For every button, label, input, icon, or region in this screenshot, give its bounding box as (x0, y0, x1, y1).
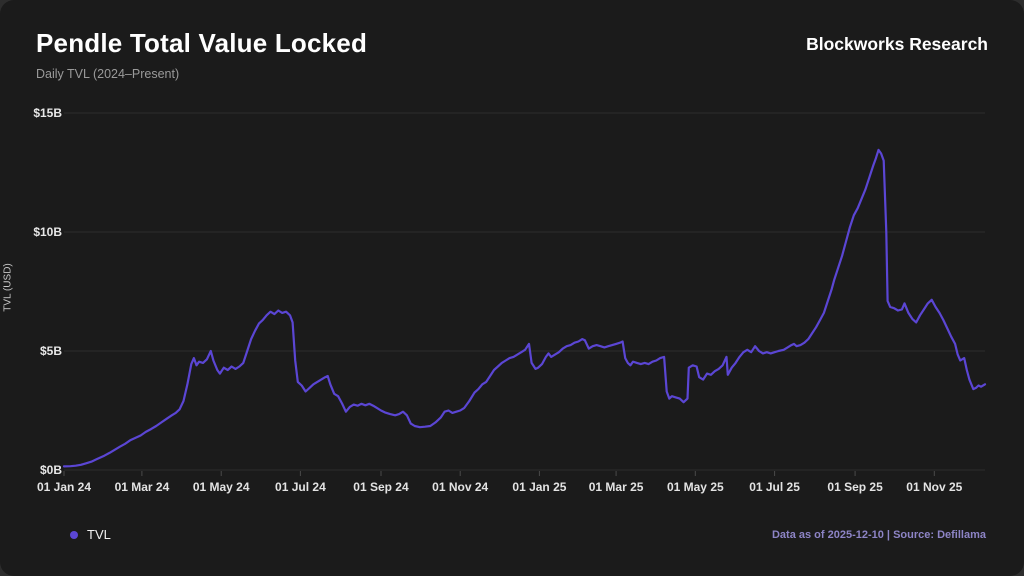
x-tick-label: 01 Jul 24 (275, 480, 326, 494)
x-tick-label: 01 Nov 25 (906, 480, 963, 494)
y-axis-title: TVL (USD) (2, 263, 14, 312)
y-tick-label: $0B (39, 463, 62, 477)
y-tick-label: $15B (33, 106, 62, 120)
x-tick-label: 01 Jan 25 (512, 480, 567, 494)
brand-logo: Blockworks Research (806, 34, 988, 54)
x-tick-label: 01 Mar 25 (588, 480, 644, 494)
x-tick-label: 01 Nov 24 (432, 480, 489, 494)
legend-dot-icon (70, 530, 78, 539)
y-tick-label: $10B (33, 225, 62, 239)
x-tick-label: 01 Jul 25 (749, 480, 800, 494)
legend-item-tvl[interactable]: TVL (70, 527, 111, 542)
page-title: Pendle Total Value Locked (36, 28, 368, 58)
x-tick-label: 01 Sep 25 (827, 480, 883, 494)
x-tick-label: 01 Mar 24 (114, 480, 170, 494)
source-note: Data as of 2025-12-10 | Source: Defillam… (771, 529, 986, 541)
y-tick-label: $5B (39, 344, 62, 358)
x-tick-label: 01 Jan 24 (36, 480, 92, 494)
x-tick-label: 01 Sep 24 (353, 480, 409, 494)
x-tick-label: 01 May 24 (192, 480, 250, 494)
page-subtitle: Daily TVL (2024–Present) (36, 67, 180, 81)
legend-label: TVL (87, 527, 111, 542)
x-tick-label: 01 May 25 (666, 480, 724, 494)
